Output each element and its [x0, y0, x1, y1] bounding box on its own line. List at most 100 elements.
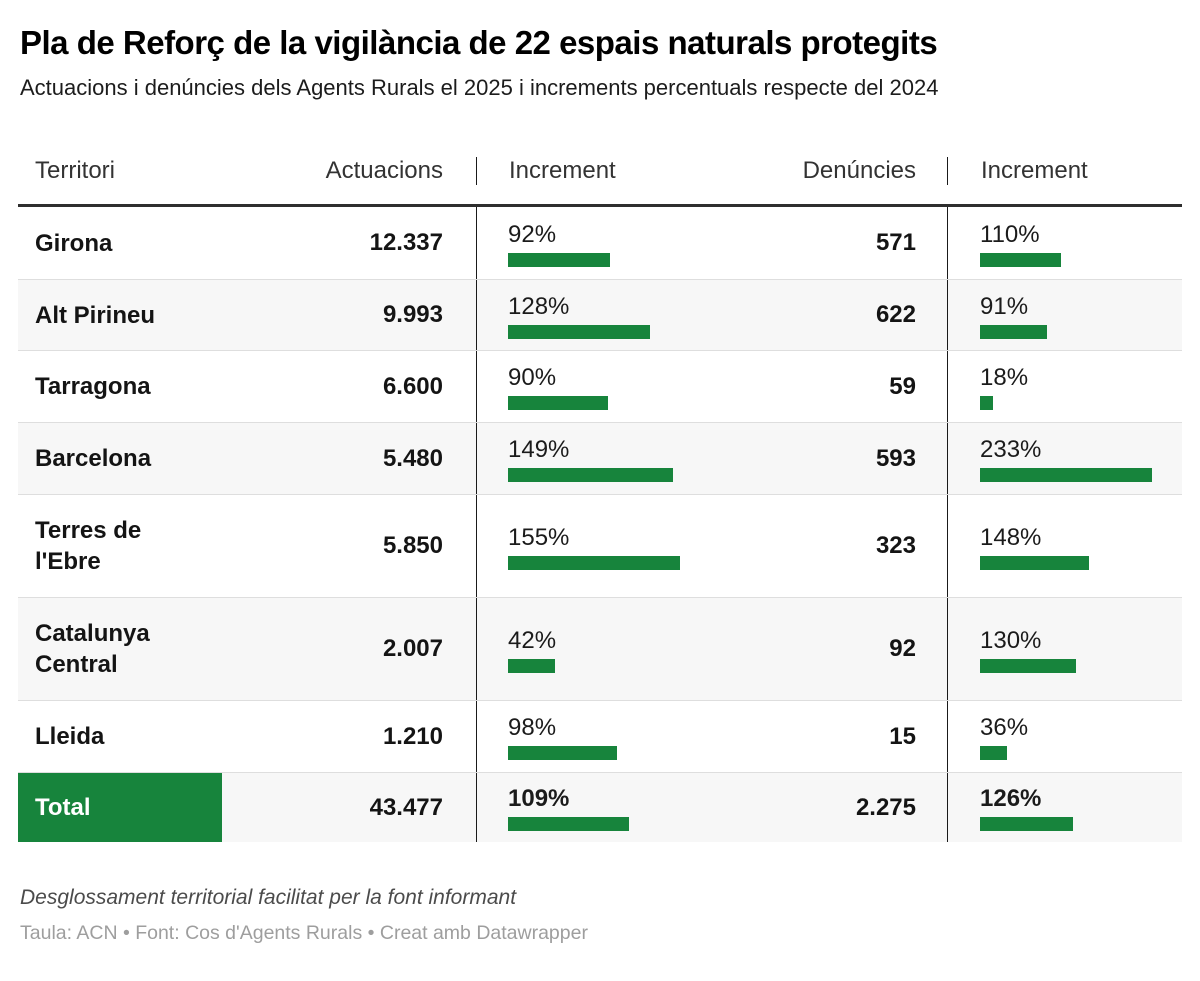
denuncies-cell: 593 [875, 444, 916, 472]
table-row: Lleida 1.210 98% 15 36% [18, 700, 1182, 772]
actuacions-cell: 43.477 [369, 793, 443, 821]
territory-name: Tarragona [35, 373, 151, 400]
denuncies-increment-cell: 36% [947, 701, 1182, 772]
table-row: Tarragona 6.600 90% 59 18% [18, 350, 1182, 422]
increment-label: 155% [508, 523, 570, 551]
denuncies-increment-cell: 130% [947, 598, 1182, 700]
actuacions-cell: 6.600 [382, 372, 443, 400]
increment-bar [508, 817, 629, 831]
table-row: Barcelona 5.480 149% 593 233% [18, 422, 1182, 494]
denuncies-cell: 59 [889, 372, 916, 400]
chart-subtitle: Actuacions i denúncies dels Agents Rural… [20, 75, 939, 100]
increment-label: 98% [508, 714, 557, 741]
increment-bar [980, 817, 1073, 831]
data-table: Territori Actuacions Increment Denúncies… [18, 137, 1182, 842]
actuacions-increment-cell: 149% [476, 423, 740, 494]
total-label: Total [35, 794, 91, 821]
denuncies-cell: 323 [875, 532, 916, 559]
actuacions-increment-cell: 42% [476, 598, 740, 700]
increment-label: 110% [980, 220, 1040, 248]
denuncies-increment-cell: 148% [947, 495, 1182, 597]
increment-label: 18% [980, 364, 1029, 391]
table-row: Alt Pirineu 9.993 128% 622 91% [18, 279, 1182, 350]
increment-bar [980, 658, 1076, 673]
increment-bar [508, 468, 673, 482]
chart-header: Pla de Reforç de la vigilància de 22 esp… [0, 0, 1200, 103]
table-row: Girona 12.337 92% 571 110% [18, 207, 1182, 279]
increment-label: 36% [980, 714, 1029, 741]
increment-bar [508, 658, 555, 673]
increment-bar [980, 555, 1089, 570]
column-header-increment-actuacions: Increment [476, 156, 740, 185]
actuacions-cell: 5.850 [382, 532, 443, 559]
territory-name: Girona [35, 229, 113, 257]
actuacions-increment-cell: 92% [476, 207, 740, 279]
increment-bar [980, 746, 1007, 760]
territory-name: Lleida [35, 723, 105, 750]
increment-bar [980, 252, 1061, 267]
footnote: Desglossament territorial facilitat per … [20, 886, 517, 909]
denuncies-increment-cell: 91% [947, 280, 1182, 350]
increment-bar [980, 324, 1047, 339]
territory-cell: Tarragona [18, 351, 222, 422]
increment-bar [508, 555, 680, 570]
column-header-actuacions: Actuacions [325, 156, 443, 184]
increment-bar [508, 746, 617, 760]
territory-cell: Girona [18, 207, 222, 279]
denuncies-increment-cell: 126% [947, 773, 1182, 842]
table-row: Terres de l'Ebre 5.850 155% 323 148% [18, 494, 1182, 597]
territory-cell: Barcelona [18, 423, 222, 494]
denuncies-increment-cell: 233% [947, 423, 1182, 494]
territory-name: Barcelona [35, 445, 152, 472]
chart-title: Pla de Reforç de la vigilància de 22 esp… [20, 24, 938, 61]
column-header-denuncies: Denúncies [802, 156, 916, 184]
territory-cell: Catalunya Central [18, 598, 222, 700]
territory-cell: Lleida [18, 701, 222, 772]
actuacions-increment-cell: 90% [476, 351, 740, 422]
increment-label: 233% [980, 436, 1042, 463]
increment-bar [508, 324, 650, 339]
actuacions-increment-cell: 155% [476, 495, 740, 597]
chart-footer: Desglossament territorial facilitat per … [0, 884, 1200, 946]
territory-name: Catalunya Central [35, 620, 150, 678]
actuacions-increment-cell: 98% [476, 701, 740, 772]
increment-label: 42% [508, 626, 557, 654]
territory-name: Terres de l'Ebre [35, 517, 142, 575]
territory-name: Alt Pirineu [35, 301, 156, 329]
territory-cell: Terres de l'Ebre [18, 495, 222, 597]
actuacions-cell: 12.337 [369, 229, 443, 256]
actuacions-cell: 5.480 [382, 444, 443, 472]
increment-label: 148% [980, 523, 1042, 551]
denuncies-cell: 15 [889, 722, 916, 750]
denuncies-increment-cell: 18% [947, 351, 1182, 422]
increment-label: 149% [508, 436, 570, 463]
denuncies-cell: 571 [875, 229, 916, 256]
actuacions-increment-cell: 109% [476, 773, 740, 842]
increment-bar [980, 396, 993, 410]
increment-bar [508, 396, 608, 410]
actuacions-increment-cell: 128% [476, 280, 740, 350]
increment-label: 130% [980, 626, 1042, 654]
increment-label: 128% [508, 292, 570, 320]
increment-label: 109% [508, 785, 570, 812]
increment-bar [508, 252, 610, 267]
total-label-cell: Total [18, 773, 222, 842]
increment-label: 92% [508, 220, 557, 248]
territory-cell: Alt Pirineu [18, 280, 222, 350]
denuncies-cell: 92 [889, 635, 916, 662]
denuncies-cell: 2.275 [855, 793, 916, 821]
denuncies-increment-cell: 110% [947, 207, 1182, 279]
actuacions-cell: 9.993 [382, 301, 443, 328]
increment-label: 126% [980, 785, 1042, 812]
table-row-total: Total 43.477 109% 2.275 126% [18, 772, 1182, 842]
denuncies-cell: 622 [875, 301, 916, 328]
increment-label: 90% [508, 364, 557, 391]
column-header-territori: Territori [35, 156, 116, 184]
actuacions-cell: 2.007 [382, 635, 443, 662]
actuacions-cell: 1.210 [382, 722, 443, 750]
table-header-row: Territori Actuacions Increment Denúncies… [18, 137, 1182, 207]
credit-line: Taula: ACN • Font: Cos d'Agents Rurals •… [20, 922, 588, 944]
table-row: Catalunya Central 2.007 42% 92 130% [18, 597, 1182, 700]
column-header-increment-denuncies: Increment [947, 156, 1182, 185]
